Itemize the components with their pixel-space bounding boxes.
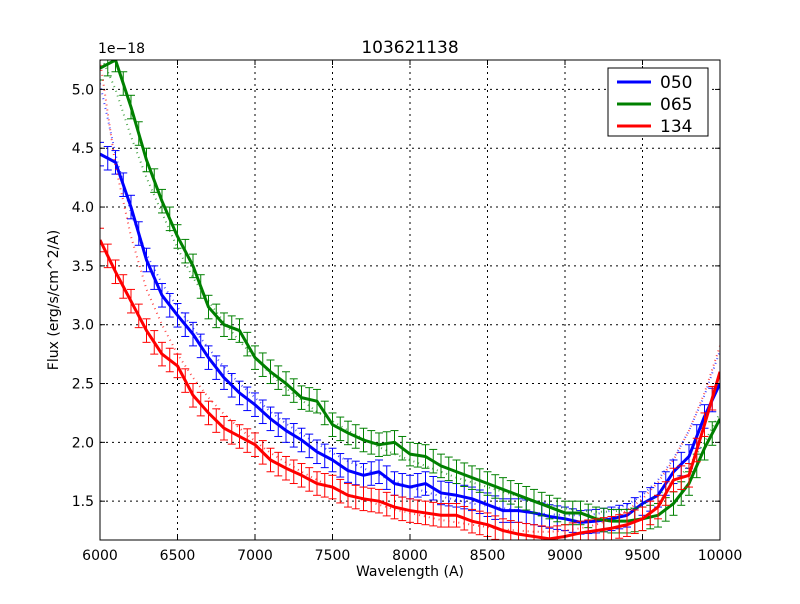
legend-label-065: 065 xyxy=(660,95,692,115)
series-134 xyxy=(100,60,720,540)
y-tick-label: 4.5 xyxy=(72,141,94,157)
series-065 xyxy=(100,60,720,534)
x-tick-label: 6500 xyxy=(160,548,196,564)
data-line xyxy=(100,60,720,523)
x-tick-label: 9000 xyxy=(547,548,583,564)
x-tick-label: 9500 xyxy=(625,548,661,564)
y-tick-label: 3.5 xyxy=(72,259,94,275)
legend-label-134: 134 xyxy=(660,117,692,137)
x-tick-label: 10000 xyxy=(698,548,743,564)
series-050 xyxy=(100,83,720,535)
y-tick-label: 3.0 xyxy=(72,318,94,334)
x-tick-label: 7500 xyxy=(315,548,351,564)
x-tick-label: 8000 xyxy=(392,548,428,564)
y-tick-label: 5.0 xyxy=(72,82,94,98)
x-tick-label: 8500 xyxy=(470,548,506,564)
y-tick-label: 4.0 xyxy=(72,200,94,216)
y-axis-label: Flux (erg/s/cm^2/A) xyxy=(46,230,62,370)
model-curve xyxy=(101,60,720,513)
y-tick-label: 2.0 xyxy=(72,435,94,451)
x-tick-label: 6000 xyxy=(82,548,118,564)
x-tick-label: 7000 xyxy=(237,548,273,564)
y-tick-label: 2.5 xyxy=(72,377,94,393)
data-line xyxy=(100,239,720,540)
series-layer xyxy=(100,60,720,540)
grid xyxy=(99,60,721,540)
chart-title: 103621138 xyxy=(361,38,458,58)
x-axis-label: Wavelength (A) xyxy=(356,564,464,580)
legend-label-050: 050 xyxy=(660,73,692,93)
ticks xyxy=(99,60,721,540)
data-line xyxy=(100,152,720,524)
y-offset-text: 1e−18 xyxy=(98,41,145,57)
y-tick-label: 1.5 xyxy=(72,494,94,510)
